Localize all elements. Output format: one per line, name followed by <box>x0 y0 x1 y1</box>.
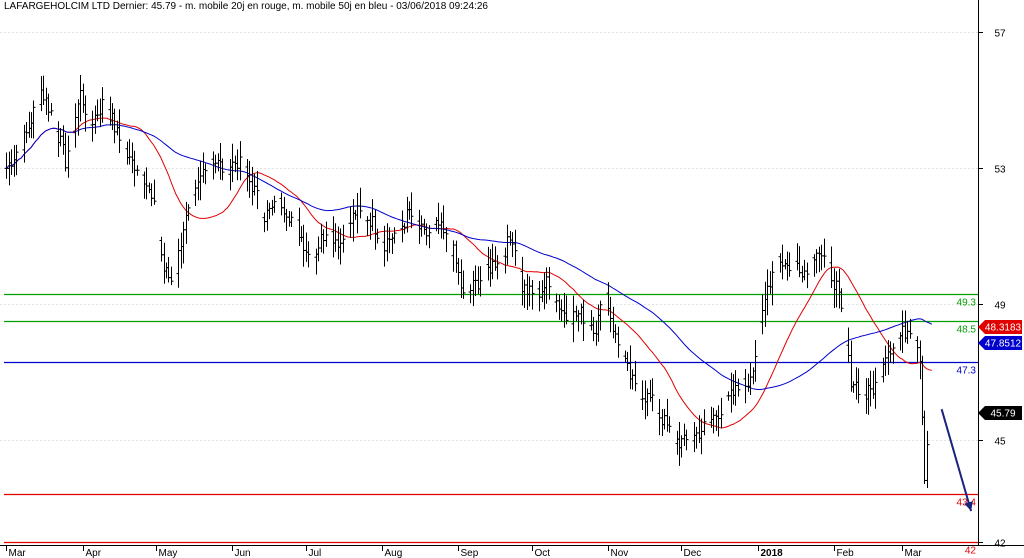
ohlc-bar <box>873 367 878 409</box>
y-tick-label: 49 <box>994 301 1006 312</box>
value-tag: 48.3183 <box>978 320 1022 335</box>
ma20-line <box>6 117 932 429</box>
y-axis: 57 53 49 45 42 <box>0 29 1006 550</box>
ohlc-bar <box>203 163 208 185</box>
ohlc-bar <box>324 221 329 247</box>
level-label: 47.3 <box>957 366 977 377</box>
ohlc-bar <box>409 192 414 229</box>
ohlc-bar <box>272 195 277 213</box>
ohlc-bar <box>530 279 535 310</box>
ohlc-bar <box>358 187 363 219</box>
ohlc-bars <box>4 74 930 489</box>
ohlc-bar <box>220 158 225 181</box>
ohlc-bar <box>839 288 844 313</box>
ohlc-bar <box>581 299 586 342</box>
ohlc-bar <box>787 252 792 277</box>
ohlc-bar <box>341 224 346 253</box>
ohlc-bar <box>856 368 861 404</box>
ohlc-bar <box>238 141 243 181</box>
tag-label: 47.8512 <box>985 339 1022 350</box>
ohlc-bar <box>255 170 260 210</box>
support-resistance-levels: 49.3 48.5 47.3 43.4 42 <box>4 293 978 557</box>
arrow-shaft <box>940 408 973 512</box>
trend-arrow <box>940 408 973 512</box>
ohlc-bar <box>598 300 603 331</box>
x-tick-label: Aug <box>385 548 403 558</box>
moving-averages <box>6 117 933 429</box>
ohlc-bar <box>908 318 913 339</box>
ohlc-bar <box>66 135 71 178</box>
tag-background <box>978 320 1022 335</box>
ohlc-bar <box>427 225 432 249</box>
ohlc-bar <box>684 429 689 451</box>
ohlc-bar <box>135 165 140 176</box>
ohlc-bar <box>925 430 930 489</box>
ohlc-bar <box>564 295 569 325</box>
x-tick-label: Apr <box>86 548 102 558</box>
ohlc-bar <box>49 103 54 116</box>
ohlc-bar <box>616 326 621 358</box>
ohlc-bar <box>650 378 655 412</box>
ma50-line <box>6 124 933 390</box>
y-tick-label: 53 <box>994 165 1006 176</box>
arrow-head <box>964 501 973 512</box>
value-tag: 47.8512 <box>978 336 1022 351</box>
ohlc-bar <box>495 255 500 280</box>
y-tick-label: 42 <box>994 539 1006 550</box>
ohlc-bar <box>186 204 191 221</box>
level-label: 48.5 <box>957 325 977 336</box>
ohlc-bar <box>633 360 638 392</box>
x-tick-label: Oct <box>535 548 551 558</box>
x-tick-label: Jul <box>309 548 322 558</box>
ohlc-bar <box>169 266 174 286</box>
x-axis: Mar Apr May Jun Jul Aug Sep Oct Nov Dec 2018 Feb Mar <box>6 545 923 558</box>
level-label: 42 <box>965 546 977 557</box>
x-tick-label: Sep <box>461 548 479 558</box>
x-tick-label: Dec <box>684 548 702 558</box>
ohlc-bar <box>702 409 707 436</box>
ohlc-bar <box>805 262 810 289</box>
tag-label: 45.79 <box>990 408 1015 419</box>
ohlc-bar <box>547 267 552 300</box>
value-tag: 45.79 <box>978 405 1022 420</box>
ohlc-bar <box>31 100 36 139</box>
x-tick-label: Jun <box>235 548 251 558</box>
x-tick-label: Feb <box>837 548 855 558</box>
level-label: 43.4 <box>957 498 977 509</box>
ohlc-bar <box>444 227 449 253</box>
ohlc-bar <box>736 378 741 397</box>
chart-title: LAFARGEHOLCIM LTD Dernier: 45.79 - m. mo… <box>4 1 488 12</box>
ohlc-bar <box>461 270 466 299</box>
ohlc-bar <box>289 211 294 227</box>
x-tick-label: Nov <box>611 548 629 558</box>
value-tags: 48.3183 47.8512 45.79 <box>978 320 1022 420</box>
ohlc-bar <box>375 228 380 244</box>
ohlc-bar <box>100 87 105 123</box>
ohlc-bar <box>306 241 311 268</box>
ohlc-bar <box>667 416 672 433</box>
ohlc-bar <box>14 144 19 176</box>
ohlc-bar <box>513 229 518 266</box>
ohlc-bar <box>719 397 724 429</box>
x-tick-label: Mar <box>905 548 923 558</box>
ohlc-bar <box>770 261 775 306</box>
ohlc-bar <box>392 227 397 244</box>
ohlc-bar <box>753 339 758 382</box>
tag-background <box>978 336 1022 351</box>
ohlc-bar <box>152 179 157 205</box>
y-tick-label: 57 <box>994 29 1006 40</box>
ohlc-bar <box>891 343 896 364</box>
ohlc-bar <box>83 95 88 132</box>
ohlc-bar <box>117 109 122 154</box>
ohlc-bar <box>822 238 827 268</box>
level-label: 49.3 <box>957 298 977 309</box>
tag-background <box>978 405 1022 420</box>
y-tick-label: 45 <box>994 437 1006 448</box>
x-tick-label: 2018 <box>761 548 784 558</box>
tag-label: 48.3183 <box>985 323 1022 334</box>
ohlc-bar <box>478 266 483 297</box>
x-tick-label: May <box>159 548 178 558</box>
x-tick-label: Mar <box>9 548 27 558</box>
